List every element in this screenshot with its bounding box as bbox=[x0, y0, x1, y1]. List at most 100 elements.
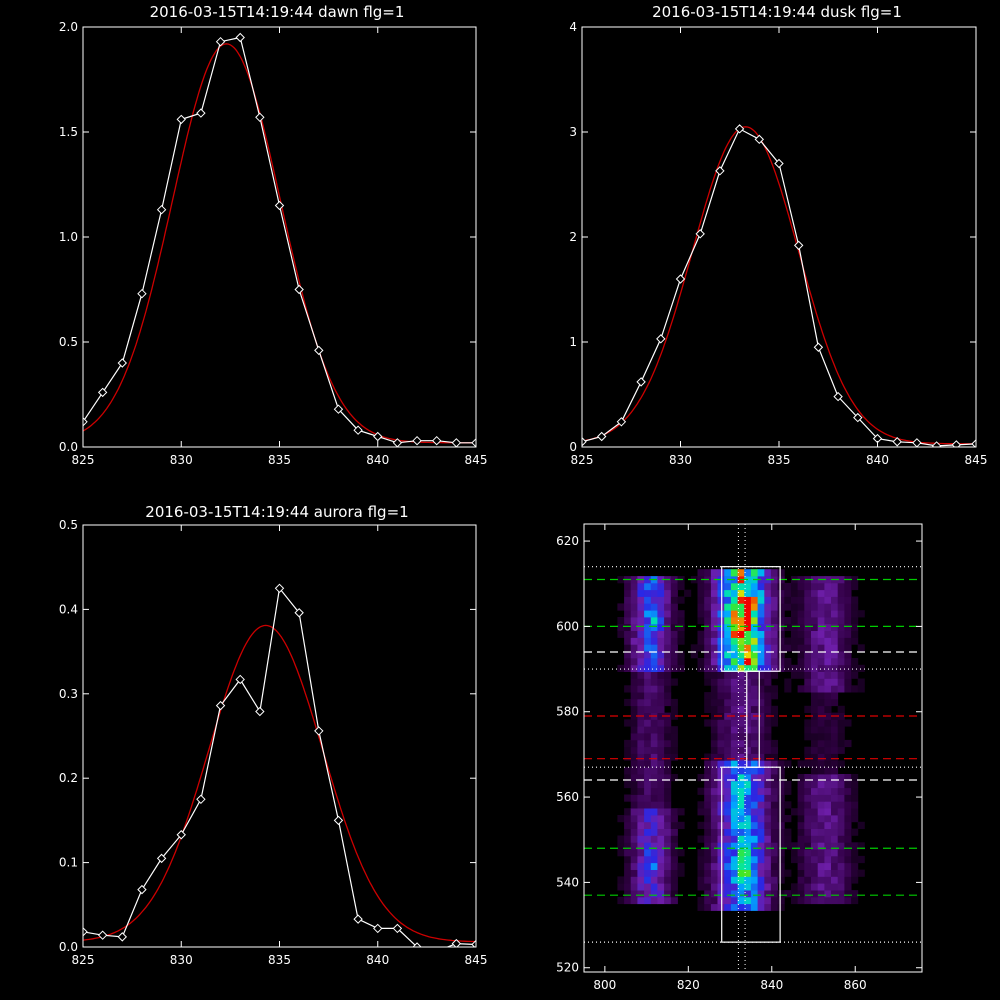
image-pixel bbox=[844, 890, 852, 898]
y-tick-label: 0.4 bbox=[59, 602, 78, 616]
image-pixel bbox=[770, 869, 778, 877]
image-pixel bbox=[777, 644, 785, 652]
image-pixel bbox=[664, 664, 672, 672]
image-pixel bbox=[737, 589, 745, 597]
image-pixel bbox=[630, 828, 638, 836]
image-pixel bbox=[824, 705, 832, 713]
image-pixel bbox=[811, 719, 819, 727]
image-pixel bbox=[624, 794, 632, 802]
image-pixel bbox=[737, 692, 745, 700]
image-pixel bbox=[644, 678, 652, 686]
image-pixel bbox=[757, 862, 765, 870]
image-pixel bbox=[770, 883, 778, 891]
image-pixel bbox=[837, 828, 845, 836]
x-tick-label: 835 bbox=[268, 953, 291, 967]
image-pixel bbox=[637, 651, 645, 659]
image-pixel bbox=[624, 644, 632, 652]
image-pixel bbox=[770, 753, 778, 761]
image-pixel bbox=[657, 869, 665, 877]
observed-point bbox=[294, 284, 304, 295]
image-pixel bbox=[730, 733, 738, 741]
image-pixel bbox=[857, 855, 865, 864]
x-tick-label: 835 bbox=[768, 453, 791, 467]
image-pixel bbox=[730, 664, 738, 672]
image-pixel bbox=[750, 821, 758, 829]
image-pixel bbox=[757, 576, 765, 584]
image-pixel bbox=[784, 589, 792, 597]
image-pixel bbox=[831, 753, 839, 761]
image-pixel bbox=[744, 862, 752, 870]
observed-point bbox=[274, 200, 285, 211]
observed-point bbox=[392, 923, 403, 934]
image-pixel bbox=[737, 821, 745, 829]
image-pixel bbox=[837, 821, 845, 829]
y-tick-label: 0.1 bbox=[59, 856, 78, 870]
image-pixel bbox=[630, 623, 638, 631]
image-pixel bbox=[744, 753, 752, 761]
image-pixel bbox=[770, 896, 778, 905]
image-pixel bbox=[750, 855, 758, 864]
image-pixel bbox=[730, 739, 738, 748]
image-pixel bbox=[831, 849, 839, 857]
image-pixel bbox=[710, 876, 718, 884]
image-pixel bbox=[804, 787, 812, 795]
image-pixel bbox=[837, 780, 845, 789]
image-pixel bbox=[744, 869, 752, 877]
image-pixel bbox=[657, 808, 665, 816]
image-pixel bbox=[824, 589, 832, 597]
image-pixel bbox=[750, 849, 758, 857]
image-pixel bbox=[724, 780, 732, 789]
image-pixel bbox=[657, 835, 665, 843]
image-pixel bbox=[630, 869, 638, 877]
image-pixel bbox=[624, 753, 632, 761]
image-pixel bbox=[831, 896, 839, 905]
image-pixel bbox=[644, 685, 652, 693]
image-pixel bbox=[837, 862, 845, 870]
image-pixel bbox=[650, 767, 658, 775]
image-pixel bbox=[744, 582, 752, 591]
image-pixel bbox=[770, 876, 778, 884]
image-pixel bbox=[770, 651, 778, 659]
observed-point bbox=[235, 674, 245, 685]
image-pixel bbox=[724, 869, 732, 877]
image-pixel bbox=[704, 890, 712, 898]
image-pixel bbox=[644, 896, 652, 905]
image-pixel bbox=[637, 698, 645, 707]
image-pixel bbox=[737, 582, 745, 591]
image-pixel bbox=[817, 794, 825, 802]
image-pixel bbox=[797, 774, 805, 782]
image-pixel bbox=[811, 630, 819, 638]
image-pixel bbox=[817, 685, 825, 693]
image-pixel bbox=[684, 589, 692, 597]
image-pixel bbox=[851, 828, 859, 836]
image-pixel bbox=[851, 617, 859, 625]
image-pixel bbox=[824, 664, 832, 672]
image-pixel bbox=[851, 794, 859, 802]
image-pixel bbox=[657, 705, 665, 713]
image-pixel bbox=[744, 876, 752, 884]
image-pixel bbox=[657, 678, 665, 686]
image-pixel bbox=[657, 760, 665, 768]
image-pixel bbox=[717, 671, 725, 679]
image-pixel bbox=[824, 746, 832, 754]
image-pixel bbox=[777, 774, 785, 782]
image-pixel bbox=[664, 780, 672, 789]
image-pixel bbox=[770, 808, 778, 816]
image-pixel bbox=[697, 801, 705, 809]
image-pixel bbox=[717, 835, 725, 843]
image-pixel bbox=[777, 835, 785, 843]
image-pixel bbox=[737, 760, 745, 768]
fit-curve bbox=[83, 43, 476, 444]
image-pixel bbox=[831, 787, 839, 795]
image-pixel bbox=[737, 896, 745, 905]
image-pixel bbox=[837, 855, 845, 864]
image-pixel bbox=[664, 623, 672, 631]
image-pixel bbox=[737, 644, 745, 652]
image-pixel bbox=[791, 582, 799, 591]
image-pixel bbox=[650, 664, 658, 672]
image-pixel bbox=[730, 685, 738, 693]
image-pixel bbox=[704, 780, 712, 789]
image-pixel bbox=[804, 623, 812, 631]
observed-point bbox=[353, 425, 363, 435]
image-pixel bbox=[724, 596, 732, 604]
